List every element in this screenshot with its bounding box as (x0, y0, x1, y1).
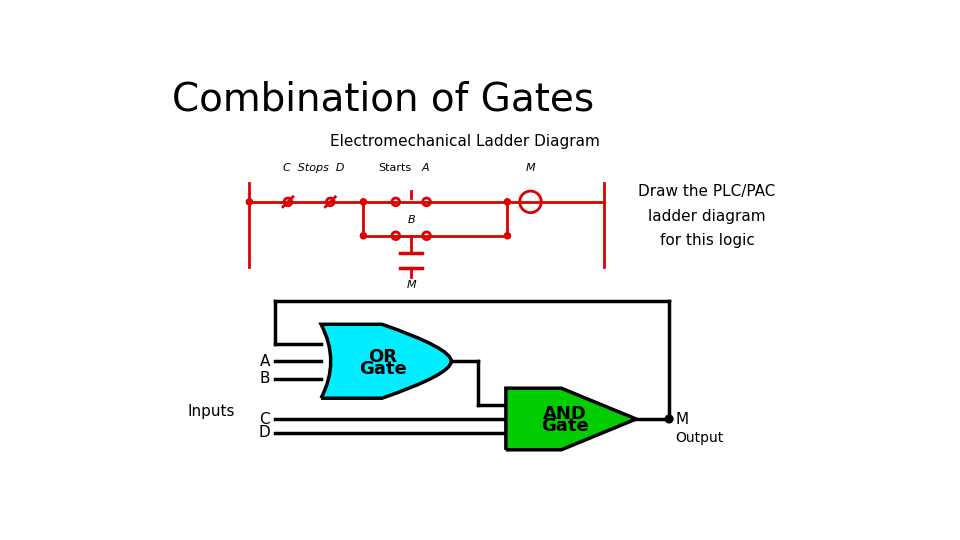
Text: C  Stops  D: C Stops D (282, 163, 344, 173)
Text: B: B (260, 372, 271, 387)
Text: Starts: Starts (378, 163, 411, 173)
Text: Gate: Gate (541, 417, 589, 435)
Text: Combination of Gates: Combination of Gates (173, 80, 594, 118)
Circle shape (247, 199, 252, 205)
Text: C: C (259, 411, 271, 427)
PathPatch shape (506, 388, 636, 450)
Text: A: A (260, 354, 271, 369)
Text: M: M (406, 280, 416, 291)
Circle shape (504, 199, 511, 205)
Text: D: D (258, 426, 271, 440)
Text: Gate: Gate (359, 360, 406, 378)
Text: M: M (675, 411, 688, 427)
Text: M: M (526, 163, 536, 173)
Circle shape (504, 233, 511, 239)
Circle shape (665, 415, 673, 423)
Text: B: B (407, 215, 415, 225)
Text: A: A (421, 163, 429, 173)
Text: Electromechanical Ladder Diagram: Electromechanical Ladder Diagram (330, 134, 600, 149)
Text: OR: OR (368, 348, 397, 366)
Text: Draw the PLC/PAC
ladder diagram
for this logic: Draw the PLC/PAC ladder diagram for this… (638, 184, 776, 248)
Text: AND: AND (543, 404, 588, 423)
Text: Output: Output (675, 431, 724, 446)
Circle shape (360, 199, 367, 205)
Text: Inputs: Inputs (188, 404, 235, 419)
Circle shape (360, 233, 367, 239)
PathPatch shape (321, 325, 451, 398)
